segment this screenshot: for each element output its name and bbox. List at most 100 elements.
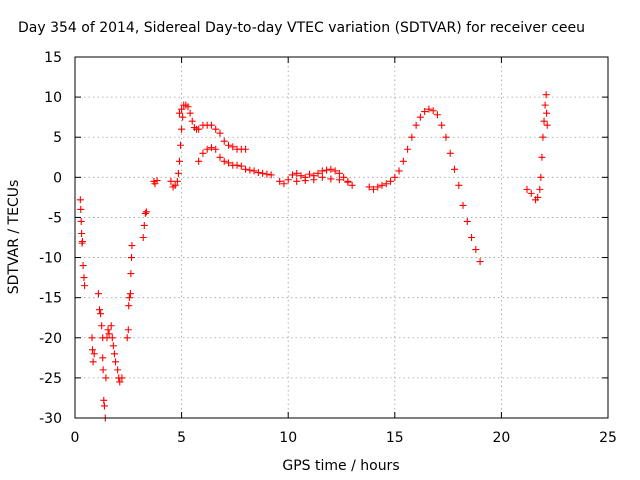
data-point — [433, 111, 441, 119]
data-point — [184, 103, 192, 111]
data-point — [141, 209, 149, 217]
data-point — [455, 181, 463, 189]
data-point — [523, 185, 531, 193]
x-tick-label: 5 — [177, 430, 186, 446]
data-point — [293, 177, 301, 185]
data-point — [542, 91, 550, 99]
data-point — [80, 274, 88, 282]
data-point — [220, 137, 228, 145]
data-point — [310, 176, 318, 184]
data-point — [94, 290, 102, 298]
data-point — [335, 176, 343, 184]
data-point — [412, 121, 420, 129]
data-point — [382, 180, 390, 188]
data-point — [178, 125, 186, 133]
y-tick-label: -20 — [39, 331, 62, 347]
data-point — [88, 334, 96, 342]
data-point — [229, 143, 237, 151]
y-axis-title: SDTVAR / TECUs — [6, 180, 22, 295]
data-point — [167, 177, 175, 185]
data-point — [459, 201, 467, 209]
data-point — [77, 217, 85, 225]
data-point — [207, 144, 215, 152]
data-point — [125, 294, 133, 302]
x-tick-label: 10 — [279, 430, 297, 446]
data-point — [306, 170, 314, 178]
data-point — [88, 346, 96, 354]
data-point — [128, 242, 136, 250]
data-point — [246, 166, 254, 174]
data-point — [438, 121, 446, 129]
data-point — [450, 165, 458, 173]
data-point — [335, 169, 343, 177]
data-point — [104, 326, 112, 334]
data-point — [476, 258, 484, 266]
data-point — [99, 354, 107, 362]
data-point — [76, 196, 84, 204]
data-point — [153, 177, 161, 185]
data-point — [259, 169, 267, 177]
data-point — [203, 145, 211, 153]
data-point — [123, 334, 131, 342]
data-point — [369, 185, 377, 193]
data-point — [318, 173, 326, 181]
data-point — [472, 246, 480, 254]
data-point — [327, 165, 335, 173]
data-point — [212, 125, 220, 133]
data-point — [78, 229, 86, 237]
data-point — [186, 109, 194, 117]
data-point — [98, 322, 106, 330]
data-point — [96, 306, 104, 314]
data-point — [293, 169, 301, 177]
y-tick-label: -25 — [39, 371, 62, 387]
data-point — [140, 221, 148, 229]
y-tick-label: -10 — [39, 251, 62, 267]
data-point — [468, 234, 476, 241]
data-point — [114, 366, 122, 374]
data-point — [102, 374, 110, 382]
data-point — [541, 101, 549, 109]
data-point — [344, 178, 352, 186]
y-tick-label: 0 — [53, 170, 62, 186]
data-point — [116, 378, 124, 386]
data-point — [175, 109, 183, 117]
data-point — [446, 149, 454, 157]
x-tick-labels: 0 5 10 15 20 25 — [71, 430, 617, 446]
data-point — [323, 166, 331, 174]
data-point — [254, 169, 262, 177]
data-point — [288, 171, 296, 179]
data-point — [297, 172, 305, 180]
data-point — [174, 169, 182, 177]
data-point — [233, 161, 241, 169]
data-point — [179, 113, 187, 121]
data-point — [425, 105, 433, 113]
data-point — [538, 153, 546, 161]
data-point — [543, 121, 551, 129]
plot-frame — [74, 56, 609, 419]
data-point — [242, 165, 250, 173]
data-point — [100, 402, 108, 410]
data-point — [391, 173, 399, 181]
data-points — [76, 91, 551, 422]
data-point — [127, 270, 135, 278]
data-point — [195, 125, 203, 133]
data-point — [118, 374, 126, 382]
data-point — [539, 133, 547, 141]
data-point — [374, 183, 382, 191]
data-point — [99, 366, 107, 374]
data-point — [142, 208, 150, 216]
data-point — [220, 157, 228, 165]
data-point — [195, 157, 203, 165]
data-point — [537, 173, 545, 181]
y-tick-label: -5 — [48, 210, 62, 226]
data-point — [125, 302, 133, 310]
data-point — [112, 358, 120, 366]
y-tick-label: 10 — [44, 90, 62, 106]
data-point — [340, 173, 348, 181]
data-point — [378, 181, 386, 189]
data-point — [89, 358, 97, 366]
data-point — [540, 117, 548, 125]
data-point — [348, 181, 356, 189]
data-point — [124, 326, 132, 334]
